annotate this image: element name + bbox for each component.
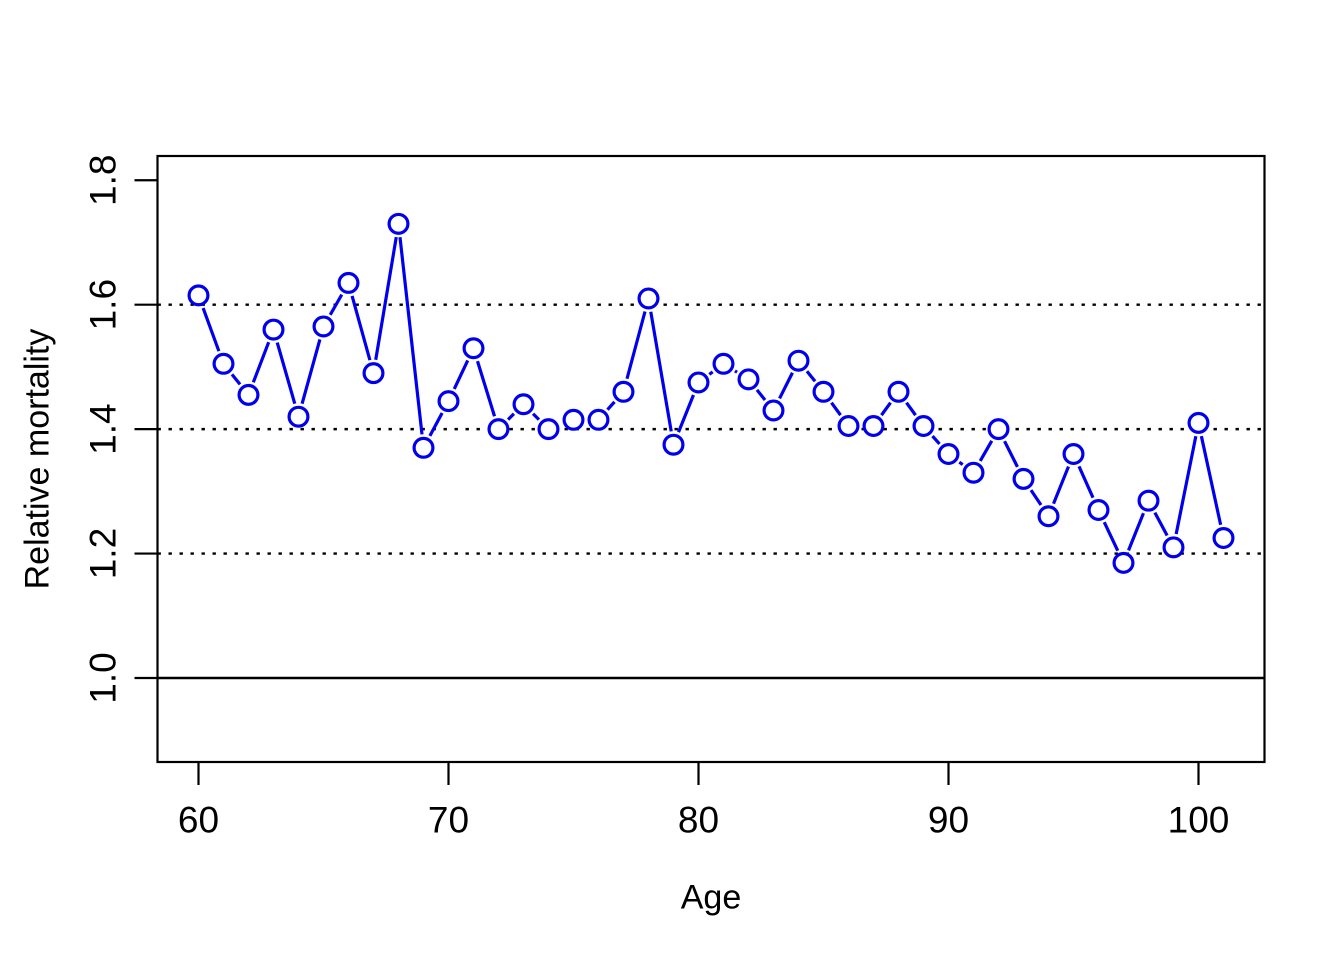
y-tick-label: 1.6 [83, 279, 124, 330]
data-point [1137, 489, 1160, 512]
data-point [937, 443, 960, 466]
series-segment [201, 307, 221, 352]
series-segment [1174, 435, 1198, 535]
data-point [312, 315, 335, 338]
x-tick-label: 100 [1168, 800, 1230, 841]
data-point [562, 408, 585, 431]
series-segment [931, 435, 941, 446]
series-segment [452, 359, 470, 390]
data-point [1187, 411, 1210, 434]
data-point [887, 380, 910, 403]
series-segment [1127, 512, 1145, 551]
data-point [212, 352, 235, 375]
series-segment [1077, 465, 1095, 499]
series-segment [300, 339, 322, 405]
series-segment [1003, 440, 1019, 468]
data-point [912, 415, 935, 438]
data-point [1112, 551, 1135, 574]
data-point [987, 418, 1010, 441]
data-point [612, 380, 635, 403]
data-point [812, 380, 835, 403]
data-point [962, 461, 985, 484]
series-segment [251, 341, 271, 383]
series-segment [350, 295, 372, 361]
data-point [1162, 536, 1185, 559]
series-segment [1029, 489, 1043, 506]
data-point [712, 352, 735, 375]
data-point [1037, 505, 1060, 528]
data-point [1062, 443, 1085, 466]
series-segment [1199, 435, 1223, 526]
data-point [437, 390, 460, 413]
series-segment [905, 401, 917, 417]
series-segment [677, 394, 695, 433]
series-segment [1052, 465, 1070, 505]
series-segment [708, 370, 714, 376]
series-segment [649, 311, 673, 432]
data-point [262, 318, 285, 341]
x-tick-label: 70 [428, 800, 469, 841]
data-point [287, 405, 310, 428]
y-tick-label: 1.0 [83, 652, 124, 703]
series-segment [734, 369, 738, 374]
series-segment [230, 373, 242, 386]
series-segment [805, 370, 817, 383]
series-segment [531, 412, 541, 421]
y-tick-label: 1.2 [83, 528, 124, 579]
data-point [412, 436, 435, 459]
series-segment [475, 360, 497, 417]
series-segment [428, 412, 444, 437]
series-segment [958, 460, 964, 466]
data-point [387, 212, 410, 235]
data-point [787, 349, 810, 372]
series-segment [606, 400, 616, 411]
series-segment [1153, 511, 1169, 537]
series-segment [625, 311, 647, 380]
data-point [637, 287, 660, 310]
data-point [837, 415, 860, 438]
series-segment [398, 237, 424, 435]
series-segment [1102, 521, 1120, 552]
data-point [187, 284, 210, 307]
series-segment [755, 388, 767, 401]
data-point [337, 271, 360, 294]
data-point [762, 399, 785, 422]
data-point [687, 371, 710, 394]
y-tick-label: 1.8 [83, 155, 124, 206]
data-point [362, 362, 385, 385]
plot-box [156, 154, 1266, 764]
y-tick-label: 1.4 [83, 403, 124, 454]
data-point [1212, 527, 1235, 550]
series-segment [830, 401, 842, 417]
series-segment [778, 372, 794, 400]
series-segment [506, 412, 516, 421]
series-segment [880, 401, 892, 417]
data-point [862, 415, 885, 438]
x-tick-label: 90 [928, 800, 969, 841]
data-point [487, 418, 510, 441]
data-point [462, 337, 485, 360]
series-segment [374, 236, 398, 361]
series-segment [275, 342, 297, 405]
data-point [587, 408, 610, 431]
data-point [512, 393, 535, 416]
data-point [737, 368, 760, 391]
data-point [1087, 499, 1110, 522]
data-point [237, 383, 260, 406]
data-point [537, 418, 560, 441]
data-point [1012, 467, 1035, 490]
series-segment [978, 440, 994, 462]
x-tick-label: 80 [678, 800, 719, 841]
data-point [662, 433, 685, 456]
series-segment [328, 293, 344, 316]
x-tick-label: 60 [178, 800, 219, 841]
